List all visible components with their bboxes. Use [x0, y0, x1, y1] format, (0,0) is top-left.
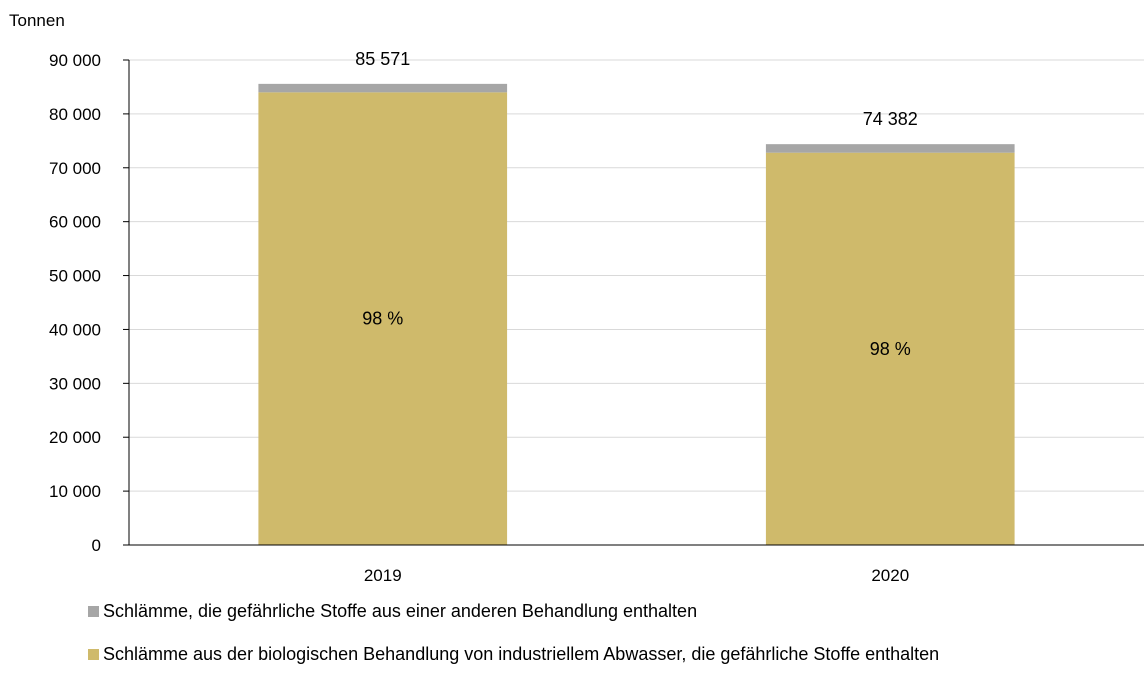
total-label-2020: 74 382: [863, 109, 918, 129]
bar-segment-2020-series-1: [765, 144, 1015, 153]
y-tick-label: 20 000: [49, 428, 101, 447]
y-tick-label: 50 000: [49, 267, 101, 286]
data-labels: 98 % 85 571 98 % 74 382: [355, 49, 918, 359]
bars: [258, 83, 1015, 545]
legend-label: Schlämme, die gefährliche Stoffe aus ein…: [103, 600, 698, 621]
legend: Schlämme, die gefährliche Stoffe aus ein…: [88, 600, 939, 686]
legend-item-other-treatment: Schlämme, die gefährliche Stoffe aus ein…: [88, 600, 939, 622]
y-tick-label: 80 000: [49, 105, 101, 124]
y-tick-label: 0: [92, 536, 101, 555]
y-axis-ticks: 0 10 000 20 000 30 000 40 000 50 000 60 000 70 …: [49, 51, 129, 555]
y-tick-label: 30 000: [49, 374, 101, 393]
y-tick-label: 10 000: [49, 482, 101, 501]
segment-percentage-label: 98 %: [362, 309, 403, 329]
bar-segment-2020-series-0: [765, 152, 1015, 545]
y-tick-label: 40 000: [49, 320, 101, 339]
y-tick-label: 70 000: [49, 159, 101, 178]
legend-swatch-grey: [88, 605, 99, 617]
segment-percentage-label: 98 %: [870, 339, 911, 359]
y-axis-unit-label: Tonnen: [9, 11, 65, 30]
bar-segment-2019-series-1: [258, 83, 508, 93]
bar-segment-2019-series-0: [258, 92, 508, 545]
x-tick-label-2020: 2020: [871, 566, 909, 585]
legend-label: Schlämme aus der biologischen Behandlung…: [103, 643, 940, 664]
total-label-2019: 85 571: [355, 49, 410, 69]
legend-swatch-gold: [88, 648, 99, 660]
stacked-bar-chart: Tonnen 0 10 000 20 000 30 000 40 000 50 000 60…: [9, 11, 1144, 585]
y-tick-label: 90 000: [49, 51, 101, 70]
x-axis-ticks: 2019 2020: [364, 566, 909, 585]
x-tick-label-2019: 2019: [364, 566, 402, 585]
y-tick-label: 60 000: [49, 213, 101, 232]
legend-item-biological-treatment: Schlämme aus der biologischen Behandlung…: [88, 643, 939, 665]
